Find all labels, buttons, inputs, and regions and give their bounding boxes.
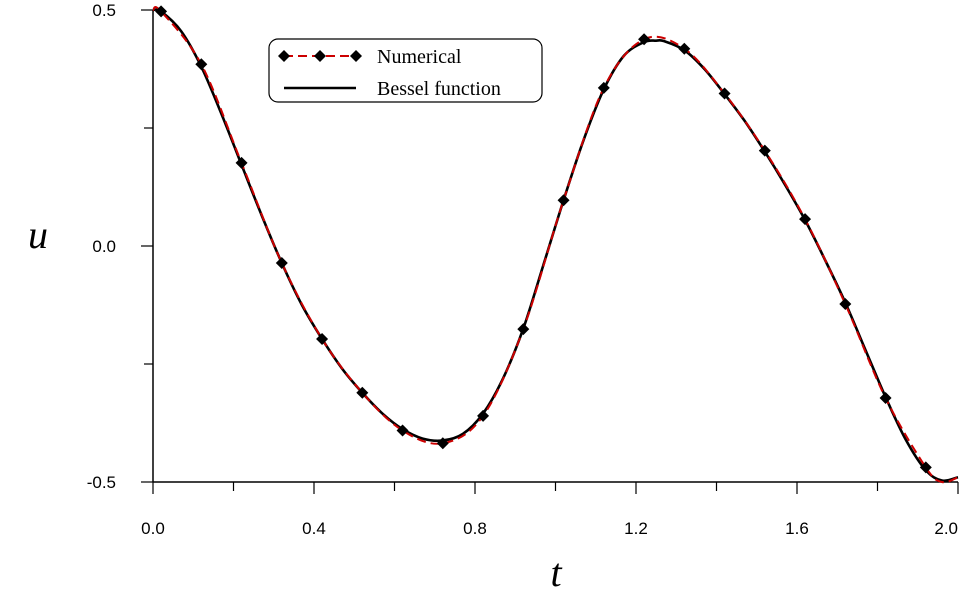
numerical-point-14	[718, 87, 731, 100]
numerical-point-15	[758, 144, 771, 157]
numerical-point-0	[155, 5, 168, 18]
legend-numerical-label: Numerical	[377, 46, 462, 68]
x-tick-label-2: 0.8	[463, 519, 487, 538]
x-axis-title: t	[550, 550, 562, 592]
numerical-point-13	[678, 42, 691, 55]
y-tick-label-0-5: 0.5	[92, 1, 116, 20]
numerical-point-3	[275, 256, 288, 269]
legend-bessel-label: Bessel function	[377, 78, 501, 100]
y-ticks	[141, 9, 153, 483]
x-ticks	[152, 482, 959, 494]
numerical-point-17	[839, 298, 852, 311]
numerical-point-6	[396, 424, 409, 437]
y-axis-title: u	[28, 212, 48, 257]
numerical-point-8	[477, 409, 490, 422]
numerical-point-16	[799, 213, 812, 226]
x-tick-label-0: 0.0	[141, 519, 165, 538]
y-tick-label-0-0: 0.0	[92, 237, 116, 256]
y-tick-label-neg-0-5: -0.5	[87, 473, 116, 492]
numerical-point-2	[235, 156, 248, 169]
numerical-point-18	[879, 391, 892, 404]
numerical-point-7	[436, 437, 449, 450]
legend: Numerical Bessel function	[268, 38, 543, 103]
legend-numerical-marker-left	[278, 50, 290, 62]
numerical-point-10	[557, 194, 570, 207]
numerical-dashed-line	[152, 6, 959, 484]
numerical-point-9	[517, 323, 530, 336]
x-tick-label-4: 1.6	[785, 519, 809, 538]
legend-numerical-marker-mid	[314, 50, 326, 62]
numerical-point-1	[195, 58, 208, 71]
x-tick-label-3: 1.2	[624, 519, 648, 538]
numerical-point-19	[919, 461, 932, 474]
x-tick-label-1: 0.4	[302, 519, 326, 538]
numerical-markers	[155, 5, 932, 474]
numerical-point-12	[638, 33, 651, 46]
numerical-point-4	[316, 332, 329, 345]
numerical-point-11	[597, 81, 610, 94]
legend-box	[268, 38, 543, 103]
legend-numerical-marker-right	[350, 50, 362, 62]
numerical-point-5	[356, 386, 369, 399]
x-tick-label-5: 2.0	[934, 519, 958, 538]
